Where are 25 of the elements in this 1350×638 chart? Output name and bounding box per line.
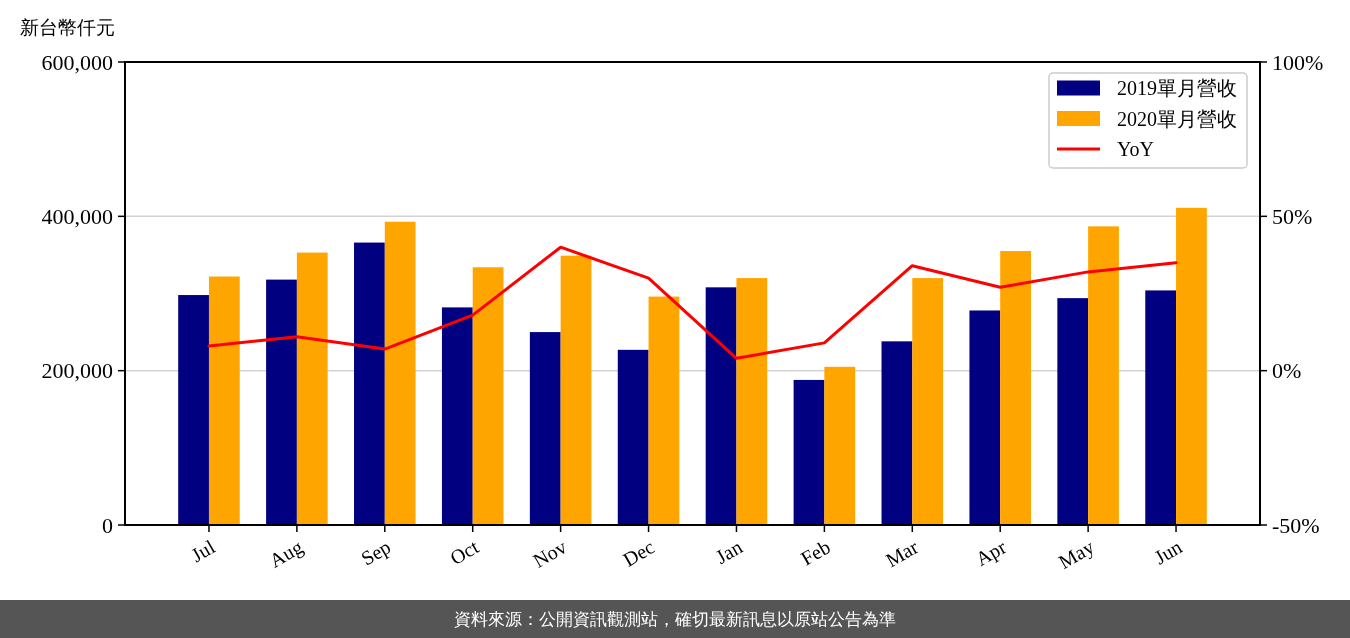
x-tick-label: Nov: [529, 535, 571, 572]
x-tick-label: Oct: [446, 535, 483, 569]
y-tick-label: 400,000: [41, 204, 113, 230]
y2-tick-label: -50%: [1272, 512, 1320, 538]
annotation: 資料來源：公開資訊觀測站，確切最新訊息以原站公告為準: [454, 608, 896, 629]
x-tick-label: Jan: [711, 535, 746, 568]
x-tick-label: Jul: [187, 535, 219, 567]
x-tick-label: May: [1054, 535, 1098, 573]
y2-tick-label: 0%: [1272, 358, 1302, 384]
y-axis-title: 新台幣仟元: [20, 17, 115, 38]
x-tick-label: Dec: [619, 535, 659, 571]
x-tick-label: Aug: [265, 535, 307, 572]
legend-label: 2019單月營收: [1117, 77, 1237, 99]
x-tick-label: Sep: [357, 535, 395, 570]
y2-tick-label: 50%: [1272, 204, 1313, 230]
x-tick-label: Apr: [971, 535, 1010, 571]
y-tick-label: 0: [102, 512, 113, 538]
x-tick-label: Jun: [1150, 535, 1186, 569]
x-tick-label: Feb: [796, 535, 834, 570]
y-tick-label: 600,000: [41, 49, 113, 75]
legend-label: YoY: [1117, 138, 1154, 160]
y2-tick-label: 100%: [1272, 49, 1324, 75]
y-tick-label: 200,000: [41, 358, 113, 384]
x-tick-label: Mar: [881, 535, 922, 572]
legend-label: 2020單月營收: [1117, 107, 1237, 130]
